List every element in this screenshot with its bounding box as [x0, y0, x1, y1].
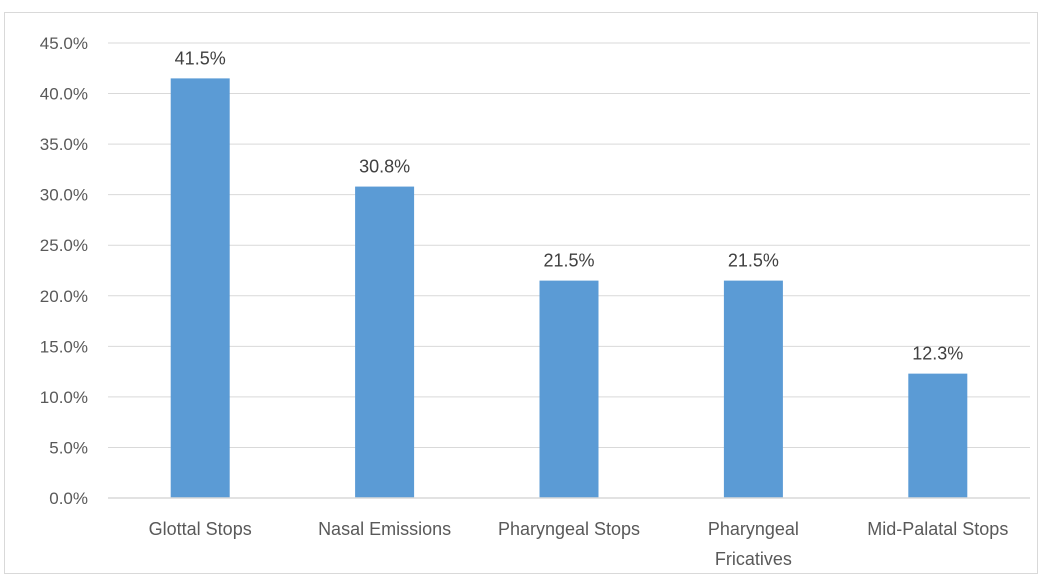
x-tick-label: Fricatives — [715, 549, 792, 569]
x-tick-label: Nasal Emissions — [318, 519, 451, 539]
y-tick-label: 20.0% — [40, 287, 88, 306]
bar — [171, 78, 230, 498]
y-tick-label: 5.0% — [49, 438, 88, 457]
y-tick-label: 0.0% — [49, 489, 88, 508]
data-label: 21.5% — [543, 251, 594, 271]
bar — [908, 374, 967, 498]
x-tick-label: Glottal Stops — [149, 519, 252, 539]
bars — [171, 78, 968, 498]
y-axis-tick-labels: 0.0% 5.0% 10.0% 15.0% 20.0% 25.0% 30.0% 35.0% 40… — [40, 34, 88, 508]
data-label: 12.3% — [912, 344, 963, 364]
data-label: 41.5% — [175, 48, 226, 68]
bar — [355, 187, 414, 498]
data-label: 21.5% — [728, 251, 779, 271]
y-tick-label: 45.0% — [40, 34, 88, 53]
data-label: 30.8% — [359, 157, 410, 177]
y-tick-label: 35.0% — [40, 135, 88, 154]
x-axis-category-labels: Glottal Stops Nasal Emissions Pharyngeal S… — [149, 519, 1009, 569]
y-tick-label: 30.0% — [40, 186, 88, 205]
y-tick-label: 25.0% — [40, 236, 88, 255]
bar — [540, 281, 599, 498]
y-tick-label: 10.0% — [40, 388, 88, 407]
y-tick-label: 15.0% — [40, 337, 88, 356]
x-tick-label: Pharyngeal — [708, 519, 799, 539]
x-tick-label: Pharyngeal Stops — [498, 519, 640, 539]
x-tick-label: Mid-Palatal Stops — [867, 519, 1008, 539]
y-tick-label: 40.0% — [40, 85, 88, 104]
bar — [724, 281, 783, 498]
